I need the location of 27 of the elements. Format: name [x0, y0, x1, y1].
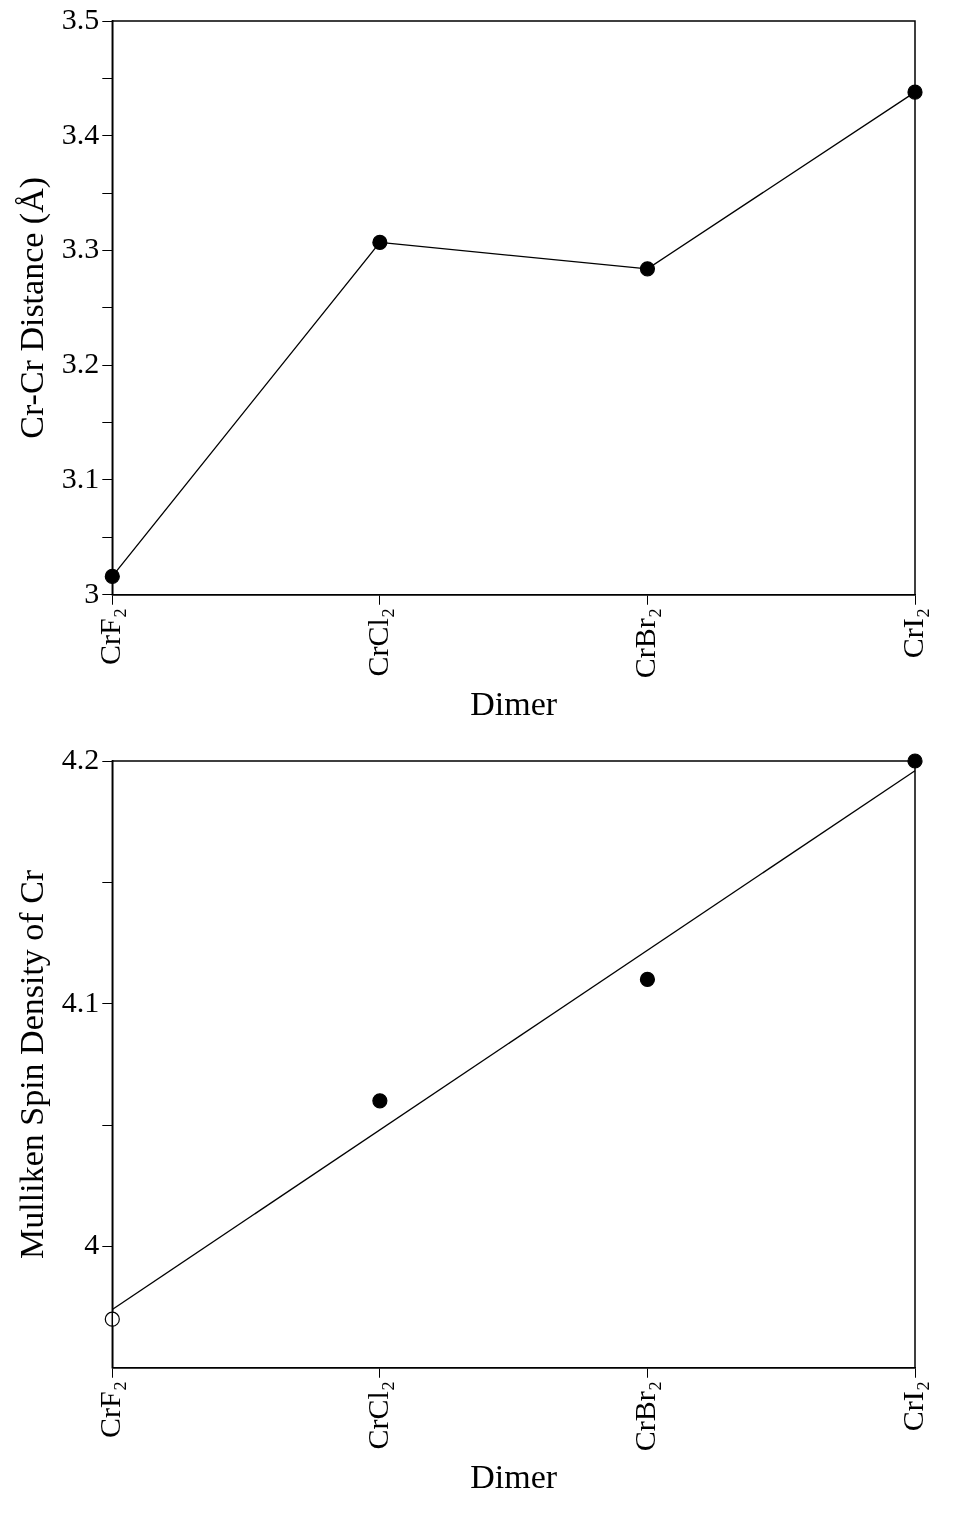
y-tick-label: 3.2: [61, 346, 100, 380]
y-tick-label: 3.3: [61, 231, 100, 265]
y-tick-label: 4.1: [61, 984, 100, 1018]
y-tick-label: 3: [84, 575, 100, 609]
x-tick-label: CrBr₂: [628, 1380, 662, 1452]
y-axis-title: Mulliken Spin Density of Cr: [13, 869, 51, 1259]
x-tick-label: CrCl₂: [360, 1380, 394, 1450]
x-tick-label: CrF₂: [93, 607, 127, 665]
x-tick-label: CrF₂: [93, 1380, 127, 1438]
x-tick-label: CrBr₂: [628, 607, 662, 679]
y-tick-label: 3.4: [61, 116, 100, 150]
point: [372, 1093, 388, 1109]
x-tick-label: CrI₂: [895, 1380, 929, 1432]
point: [104, 1311, 120, 1327]
point: [639, 261, 656, 277]
x-tick-label: CrCl₂: [360, 607, 394, 677]
y-tick-label: 4: [84, 1227, 100, 1261]
x-axis-title: Dimer: [470, 684, 558, 722]
y-tick-label: 4.2: [61, 741, 100, 775]
y-tick-label: 3.1: [61, 460, 100, 494]
y-axis-title: Cr-Cr Distance (Å): [13, 176, 52, 439]
point: [372, 234, 388, 251]
x-tick-label: CrI₂: [895, 607, 929, 659]
point: [104, 568, 120, 584]
point: [639, 971, 656, 988]
x-axis-title: Dimer: [470, 1457, 558, 1495]
y-tick-label: 3.5: [61, 1, 100, 35]
